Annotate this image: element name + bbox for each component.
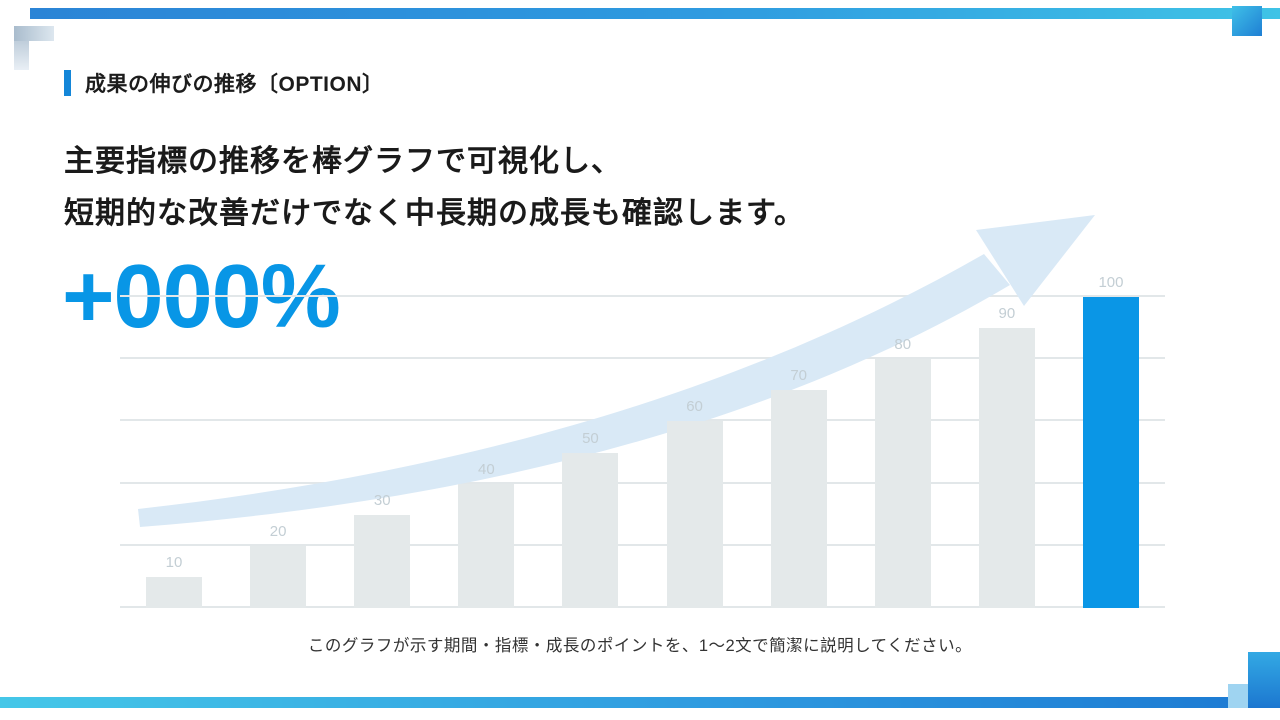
metric-value: +000% — [62, 247, 341, 347]
top-right-square — [1232, 6, 1262, 36]
bar — [458, 483, 515, 608]
bar — [770, 390, 827, 608]
bar-group: 20 — [250, 522, 307, 608]
page-title: 成果の伸びの推移〔OPTION〕 — [85, 73, 384, 96]
bar-label: 80 — [894, 336, 912, 354]
bar-group: 80 — [874, 336, 931, 608]
growth-arrow-icon — [138, 215, 1095, 527]
bar — [354, 514, 411, 608]
bar-label: 70 — [790, 367, 807, 385]
bottom-right-step-small — [1228, 684, 1248, 708]
bar-group: 10 — [146, 554, 202, 608]
gridline — [120, 295, 1165, 297]
top-gradient-bar — [30, 8, 1280, 19]
bar-group: 50 — [562, 429, 619, 608]
header-accent-bar — [64, 70, 71, 96]
corner-top-left-horizontal — [14, 26, 54, 41]
bar — [978, 328, 1035, 608]
bar-group: 90 — [978, 305, 1035, 608]
body-line-2: 短期的な改善だけでなく中長期の成長も確認します。 — [64, 197, 805, 230]
chart-caption: このグラフが示す期間・指標・成長のポイントを、1〜2文で簡潔に説明してください。 — [307, 637, 973, 655]
bar-chart: 10 20 30 40 50 60 70 80 90 100 — [120, 274, 1165, 608]
gridline — [120, 606, 1165, 608]
bar-label: 90 — [998, 305, 1016, 323]
bar-group: 60 — [666, 398, 723, 608]
bar-highlighted — [1082, 297, 1139, 608]
body-text: 主要指標の推移を棒グラフで可視化し、 短期的な改善だけでなく中長期の成長も確認し… — [64, 136, 805, 240]
bar — [250, 545, 307, 608]
bar-label: 60 — [686, 398, 703, 416]
bar — [146, 576, 202, 608]
body-line-1: 主要指標の推移を棒グラフで可視化し、 — [64, 145, 622, 178]
chart-bars: 10 20 30 40 50 60 70 80 90 100 — [120, 252, 1165, 608]
header: 成果の伸びの推移〔OPTION〕 — [64, 68, 384, 98]
bar — [874, 359, 931, 608]
bar-label: 100 — [1098, 274, 1124, 291]
gridline — [120, 357, 1165, 360]
bottom-right-step-large — [1248, 652, 1280, 708]
bar-label: 10 — [165, 553, 183, 571]
bar — [562, 452, 619, 608]
bar-group: 70 — [770, 367, 827, 608]
bar-label: 50 — [582, 429, 599, 447]
bar-label: 40 — [477, 460, 495, 478]
gridline — [120, 481, 1165, 484]
bottom-gradient-bar — [0, 697, 1280, 708]
bar-group: 30 — [354, 491, 411, 608]
bar — [666, 421, 723, 608]
gridline — [120, 543, 1165, 546]
bar-label: 20 — [269, 522, 287, 540]
bar-label: 30 — [373, 491, 391, 509]
bar-group: 100 — [1082, 274, 1139, 608]
bar-group: 40 — [458, 460, 515, 608]
